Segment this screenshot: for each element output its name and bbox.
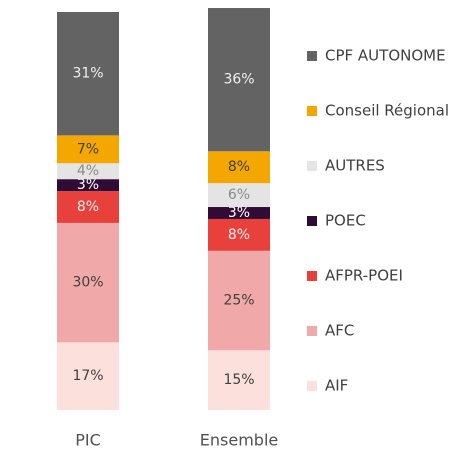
legend-swatch <box>307 216 317 226</box>
bar-segment <box>57 12 119 136</box>
bar-segment <box>57 135 119 164</box>
data-label: 8% <box>77 199 99 215</box>
data-label: 17% <box>72 368 103 384</box>
legend-swatch <box>307 106 317 116</box>
data-label: 8% <box>228 159 250 175</box>
bar-segment <box>208 207 270 219</box>
bar-segment <box>57 222 119 343</box>
legend-swatch <box>307 271 317 281</box>
data-label: 6% <box>228 187 250 203</box>
bar-segment <box>57 163 119 180</box>
data-label: 3% <box>228 205 250 221</box>
bar-segment <box>208 250 270 351</box>
data-label: 8% <box>228 227 250 243</box>
data-label: 15% <box>223 372 254 388</box>
bar-segment <box>57 179 119 192</box>
data-label: 36% <box>223 72 254 88</box>
legend-label: AIF <box>325 377 348 395</box>
legend-swatch <box>307 161 317 171</box>
bar-segment <box>208 8 270 152</box>
legend-label: Conseil Régional <box>325 102 449 120</box>
data-label: 30% <box>72 275 103 291</box>
bar-segment <box>208 151 270 184</box>
data-label: 7% <box>77 141 99 157</box>
legend-swatch <box>307 326 317 336</box>
legend-label: CPF AUTONOME <box>325 47 446 65</box>
data-label: 4% <box>77 163 99 179</box>
data-label: 25% <box>223 293 254 309</box>
bar-segment <box>57 342 119 410</box>
legend-swatch <box>307 381 317 391</box>
legend-swatch <box>307 51 317 61</box>
bar-segment <box>208 218 270 251</box>
bar-segment <box>57 191 119 223</box>
legend-label: POEC <box>325 212 366 230</box>
data-label: 3% <box>77 177 99 193</box>
legend-label: AFPR-POEI <box>325 267 403 285</box>
bar-segment <box>208 350 270 410</box>
x-tick-label: Ensemble <box>200 431 278 450</box>
legend-label: AFC <box>325 322 354 340</box>
bar-segment <box>208 183 270 208</box>
data-label: 31% <box>72 66 103 82</box>
x-tick-label: PIC <box>75 431 101 450</box>
legend-label: AUTRES <box>325 157 385 175</box>
